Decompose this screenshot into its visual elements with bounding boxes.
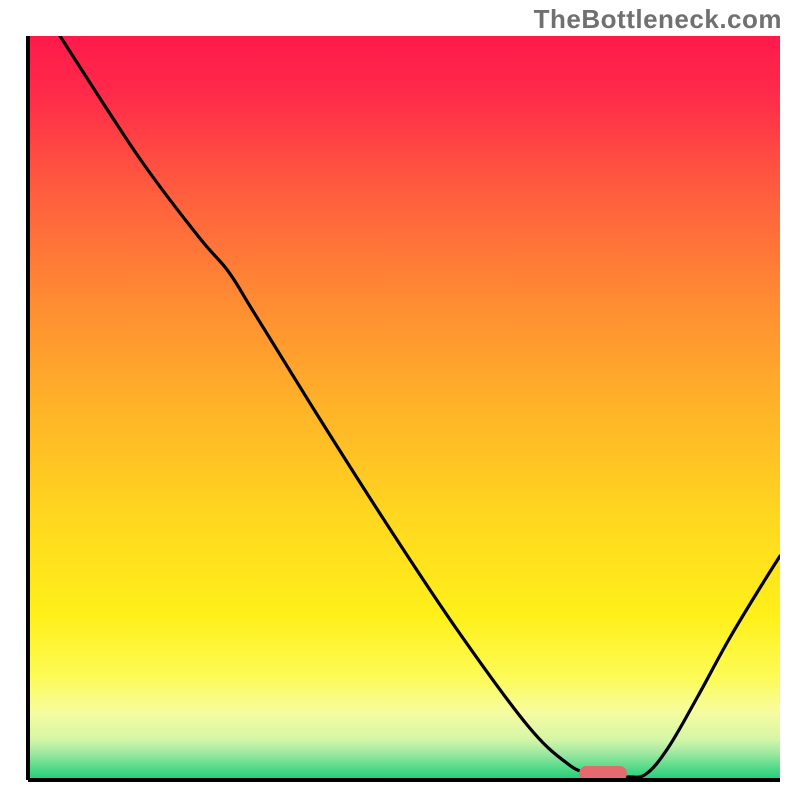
bottleneck-curve: [28, 36, 780, 780]
y-axis-line: [26, 36, 30, 780]
x-axis-line: [28, 778, 780, 782]
plot-area: [28, 36, 780, 780]
watermark-text: TheBottleneck.com: [534, 4, 782, 35]
chart-container: TheBottleneck.com: [0, 0, 800, 800]
